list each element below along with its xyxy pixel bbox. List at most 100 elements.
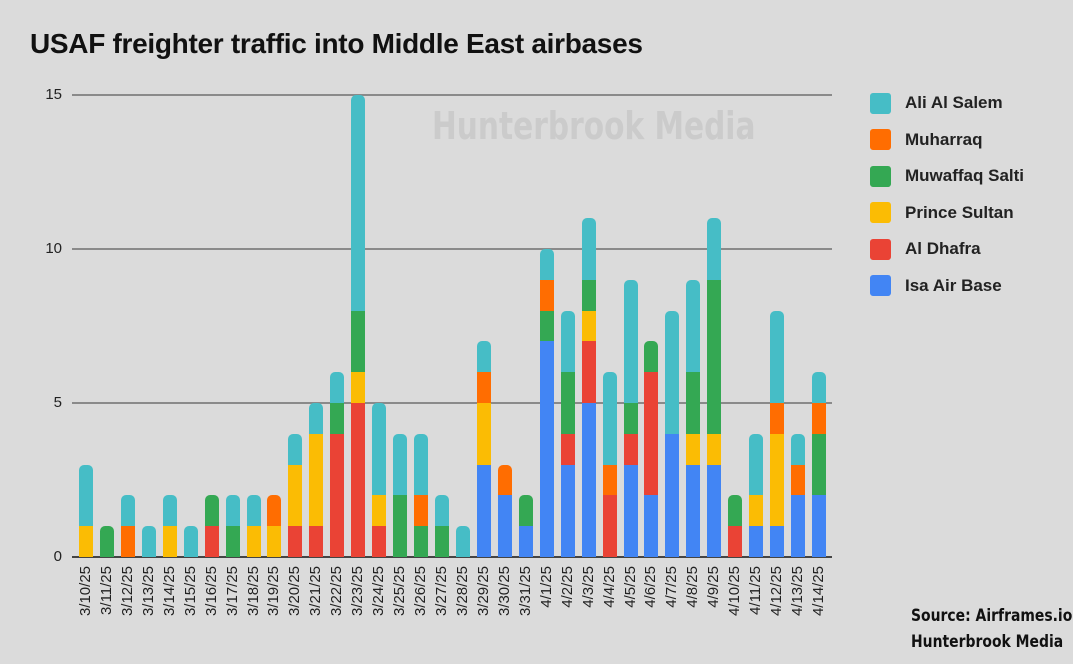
bar-segment — [414, 495, 429, 527]
bar-segment — [539, 310, 554, 342]
bar-segment — [351, 372, 366, 403]
y-tick-label: 0 — [53, 548, 62, 565]
bar-4-2-25 — [560, 310, 575, 557]
bar-3-30-25 — [497, 464, 512, 557]
bar-segment — [686, 372, 701, 434]
x-tick-label: 3/16/25 — [202, 566, 220, 617]
legend-swatch-icon — [870, 202, 891, 224]
bar-segment — [79, 526, 93, 557]
bar-segment — [267, 526, 282, 557]
bar-3-28-25 — [455, 526, 470, 557]
gridline — [72, 402, 832, 404]
x-tick-label: 4/4/25 — [600, 566, 618, 608]
bar-3-15-25 — [183, 526, 198, 557]
bar-segment — [435, 526, 450, 557]
bar-segment — [707, 218, 722, 280]
bar-4-4-25 — [602, 372, 617, 557]
y-tick-label: 5 — [53, 394, 62, 411]
bar-4-7-25 — [665, 310, 680, 557]
bar-3-10-25 — [79, 464, 93, 557]
bar-3-29-25 — [476, 341, 491, 557]
bar-segment — [749, 433, 764, 496]
bar-segment — [728, 495, 743, 527]
bar-segment — [414, 526, 429, 557]
bar-4-12-25 — [770, 310, 785, 557]
x-tick-label: 3/11/25 — [97, 566, 115, 615]
x-tick-label: 4/1/25 — [537, 566, 555, 608]
bar-4-3-25 — [581, 218, 596, 557]
legend-label: Muharraq — [905, 129, 983, 149]
bar-4-1-25 — [539, 249, 554, 557]
x-tick-label: 4/14/25 — [810, 566, 827, 617]
bar-segment — [288, 433, 303, 465]
bar-segment — [728, 526, 743, 557]
bar-segment — [623, 433, 638, 465]
bar-segment — [812, 433, 826, 496]
bar-segment — [476, 341, 491, 373]
x-tick-label: 3/28/25 — [453, 566, 471, 617]
gridline — [72, 556, 832, 558]
bar-segment — [120, 526, 135, 557]
bar-segment — [351, 95, 366, 311]
x-tick-label: 3/18/25 — [244, 566, 262, 617]
bar-segment — [309, 403, 324, 434]
bar-segment — [351, 403, 366, 557]
bar-segment — [581, 218, 596, 280]
bar-segment — [770, 526, 785, 557]
bar-segment — [686, 464, 701, 557]
bar-segment — [791, 495, 806, 557]
x-tick-label: 3/27/25 — [433, 566, 451, 617]
legend-item: Ali Al Salem — [870, 85, 1024, 122]
bar-segment — [644, 495, 659, 557]
x-tick-label: 4/7/25 — [663, 566, 681, 608]
x-tick-label: 3/10/25 — [77, 566, 94, 617]
legend: Ali Al Salem Muharraq Muwaffaq Salti Prince… — [870, 85, 1024, 304]
bar-segment — [518, 495, 533, 527]
bar-segment — [539, 279, 554, 311]
legend-item: Al Dhafra — [870, 231, 1024, 268]
bar-segment — [623, 279, 638, 403]
x-tick-label: 4/9/25 — [705, 566, 723, 608]
bar-3-19-25 — [267, 495, 282, 557]
bar-segment — [476, 372, 491, 403]
x-tick-label: 4/3/25 — [579, 566, 597, 608]
bar-segment — [288, 526, 303, 557]
bar-segment — [497, 495, 512, 557]
x-tick-label: 3/20/25 — [286, 566, 304, 617]
x-tick-label: 3/17/25 — [223, 566, 241, 617]
bar-3-22-25 — [330, 372, 345, 557]
bar-segment — [812, 495, 826, 557]
bar-segment — [120, 495, 135, 527]
x-tick-label: 3/12/25 — [118, 566, 136, 617]
bar-4-8-25 — [686, 279, 701, 557]
x-tick-label: 3/14/25 — [160, 566, 178, 617]
legend-label: Ali Al Salem — [905, 93, 1003, 113]
x-tick-label: 3/23/25 — [349, 566, 367, 617]
legend-item: Muharraq — [870, 122, 1024, 159]
bar-segment — [204, 495, 219, 527]
bar-segment — [560, 372, 575, 434]
bar-segment — [770, 433, 785, 527]
bar-4-13-25 — [791, 433, 806, 557]
bar-segment — [707, 279, 722, 434]
bar-segment — [602, 495, 617, 557]
bar-segment — [581, 402, 596, 557]
legend-swatch-icon — [870, 165, 891, 187]
legend-label: Isa Air Base — [905, 275, 1002, 295]
x-tick-label: 3/21/25 — [307, 566, 325, 617]
y-tick-label: 15 — [45, 86, 62, 103]
bar-3-21-25 — [309, 403, 324, 557]
x-tick-label: 3/31/25 — [516, 566, 534, 617]
legend-label: Prince Sultan — [905, 202, 1014, 222]
bar-segment — [686, 279, 701, 373]
bar-segment — [204, 526, 219, 557]
x-tick-label: 4/5/25 — [621, 566, 639, 608]
bar-segment — [393, 495, 408, 557]
bar-3-24-25 — [372, 403, 387, 557]
source-line-2: Hunterbrook Media — [911, 632, 1064, 652]
bar-segment — [749, 495, 764, 527]
x-tick-label: 3/25/25 — [391, 566, 409, 617]
legend-swatch-icon — [870, 129, 891, 151]
bar-segment — [225, 495, 240, 527]
bar-segment — [497, 464, 512, 496]
